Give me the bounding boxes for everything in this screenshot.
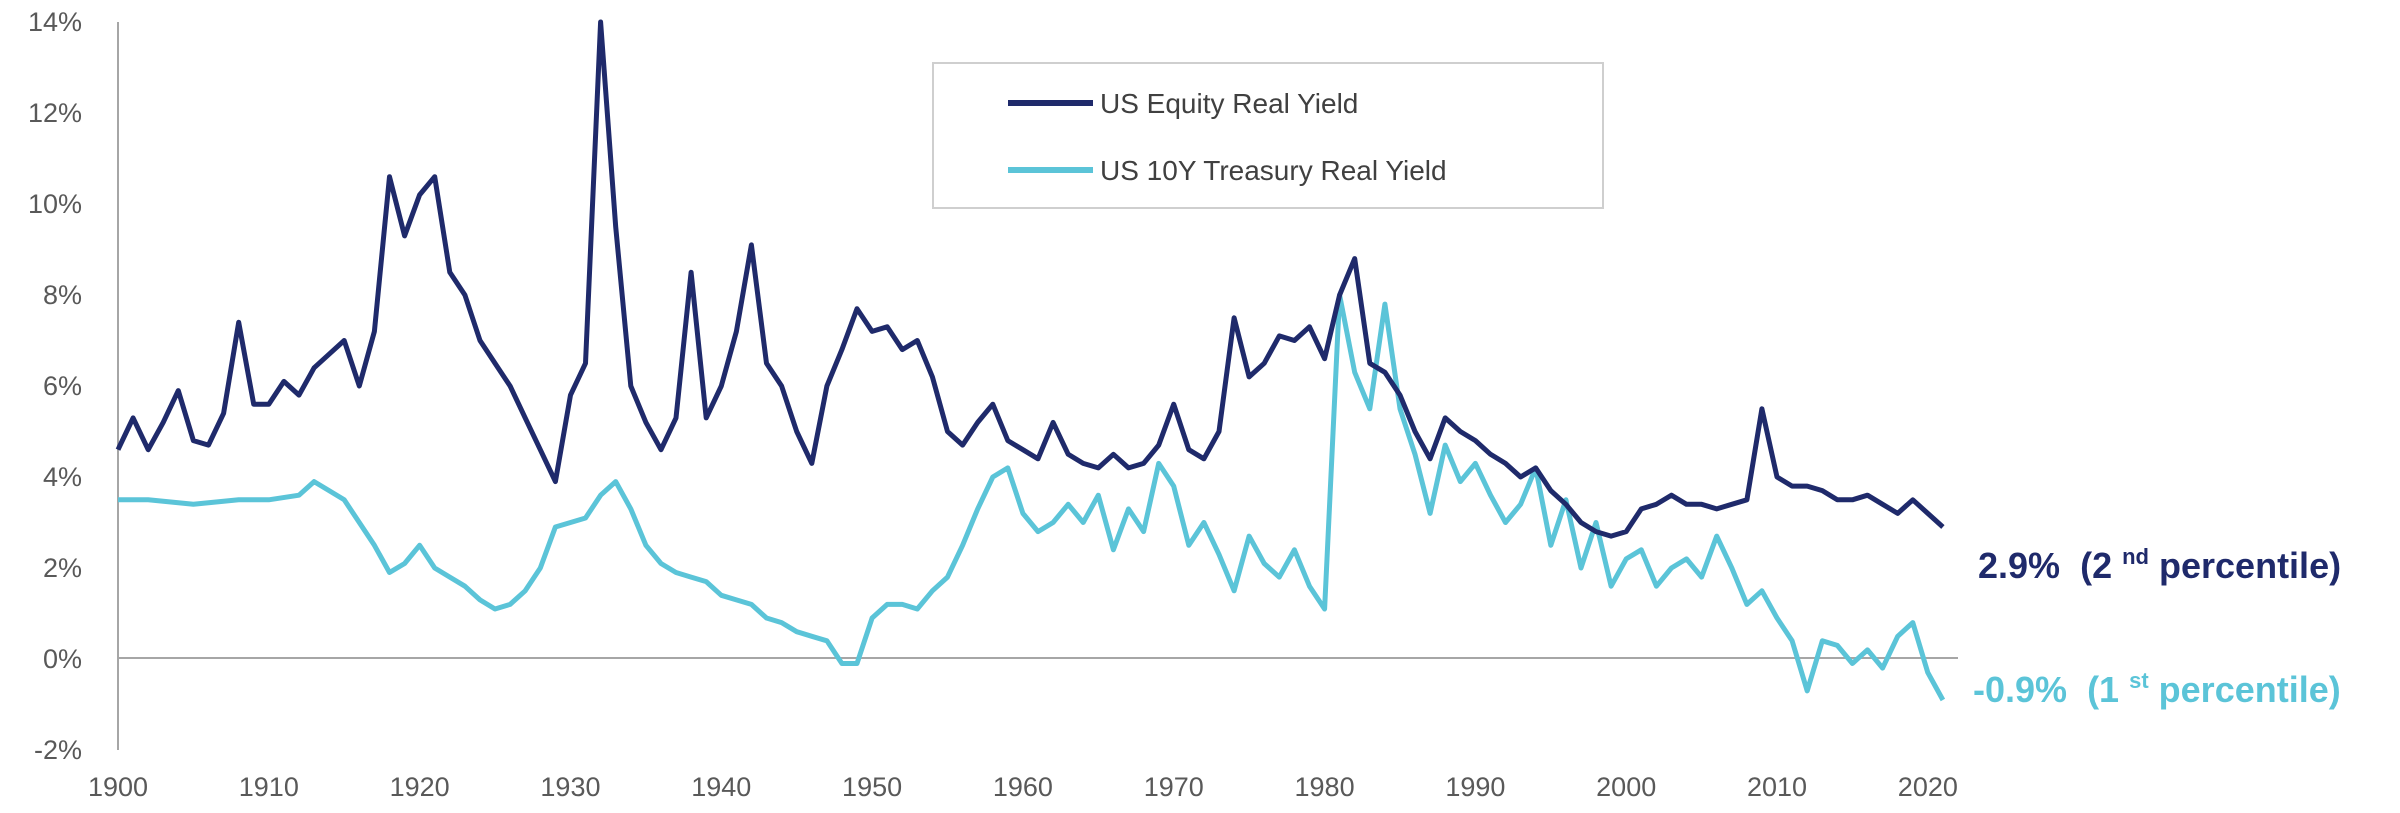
x-tick-label: 2020 bbox=[1898, 772, 1958, 802]
x-tick-label: 1930 bbox=[540, 772, 600, 802]
end-label-equity-value: 2.9% bbox=[1978, 545, 2060, 586]
x-tick-label: 1990 bbox=[1445, 772, 1505, 802]
x-tick-label: 1950 bbox=[842, 772, 902, 802]
end-label-equity-open: (2 bbox=[2080, 545, 2112, 586]
y-tick-label: -2% bbox=[34, 735, 82, 765]
end-label-treasury-sup: st bbox=[2129, 668, 2149, 693]
x-tick-label: 1900 bbox=[88, 772, 148, 802]
legend-label-us-10y-treasury-real-yield: US 10Y Treasury Real Yield bbox=[1100, 155, 1447, 186]
y-tick-label: 4% bbox=[43, 462, 82, 492]
x-tick-label: 1910 bbox=[239, 772, 299, 802]
x-tick-label: 1940 bbox=[691, 772, 751, 802]
end-label-treasury: -0.9% (1 st percentile) bbox=[1973, 655, 2341, 710]
y-tick-label: 14% bbox=[28, 7, 82, 37]
legend: US Equity Real Yield US 10Y Treasury Rea… bbox=[932, 62, 1604, 209]
y-tick-label: 2% bbox=[43, 553, 82, 583]
end-label-treasury-value: -0.9% bbox=[1973, 669, 2067, 710]
x-axis-ticks: 1900 1910 1920 1930 1940 1950 1960 1970 1980 1990… bbox=[88, 772, 1958, 802]
y-tick-label: 8% bbox=[43, 280, 82, 310]
x-tick-label: 2010 bbox=[1747, 772, 1807, 802]
y-tick-label: 12% bbox=[28, 98, 82, 128]
y-tick-label: 6% bbox=[43, 371, 82, 401]
end-label-treasury-close: percentile) bbox=[2159, 669, 2341, 710]
legend-box bbox=[932, 62, 1604, 209]
y-tick-label: 0% bbox=[43, 644, 82, 674]
x-tick-label: 1920 bbox=[390, 772, 450, 802]
end-label-equity: 2.9% (2 nd percentile) bbox=[1978, 531, 2341, 586]
x-tick-label: 1970 bbox=[1144, 772, 1204, 802]
legend-label-us-equity-real-yield: US Equity Real Yield bbox=[1100, 88, 1358, 119]
x-tick-label: 1960 bbox=[993, 772, 1053, 802]
x-tick-label: 1980 bbox=[1295, 772, 1355, 802]
end-label-equity-sup: nd bbox=[2122, 544, 2149, 569]
y-tick-label: 10% bbox=[28, 189, 82, 219]
end-label-equity-close: percentile) bbox=[2159, 545, 2341, 586]
series-line-us-equity-real-yield bbox=[115, 19, 1945, 539]
series-line-us-10y-treasury-real-yield bbox=[118, 292, 1946, 702]
y-axis-ticks: -2% 0% 2% 4% 6% 8% 10% 12% 14% bbox=[28, 7, 82, 765]
end-label-treasury-open: (1 bbox=[2087, 669, 2119, 710]
x-tick-label: 2000 bbox=[1596, 772, 1656, 802]
